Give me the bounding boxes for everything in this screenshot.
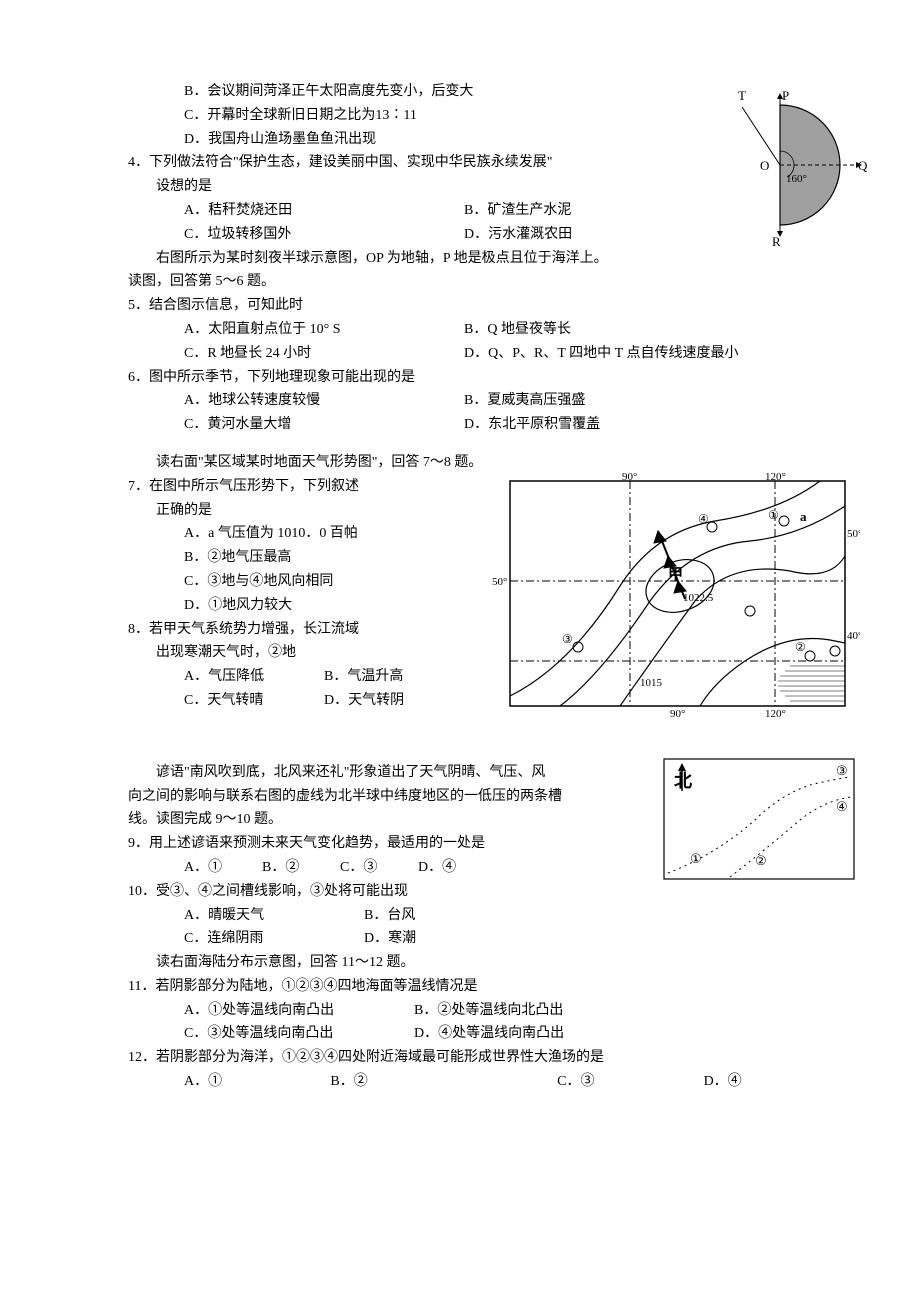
q11-row-ab: A．①处等温线向南凸出 B．②处等温线向北凸出 (100, 999, 850, 1023)
q8-opt-c: C．天气转晴 (184, 689, 324, 713)
q6-row-ab: A．地球公转速度较慢 B．夏威夷高压强盛 (100, 389, 850, 413)
q5-opt-a: A．太阳直射点位于 10° S (184, 318, 464, 342)
lat-50-l: 50° (492, 576, 507, 588)
question-block-7-8: 90° 120° 90° 120° 50° 50° 40° a 甲 1022.5… (100, 451, 850, 713)
q12-opt-d: D．④ (704, 1070, 850, 1094)
q12-opt-c: C．③ (557, 1070, 703, 1094)
q12-opts: A．① B．② C．③ D．④ (100, 1070, 850, 1094)
q6-opt-d: D．东北平原积雪覆盖 (464, 413, 600, 437)
q9-opt-a: A．① (184, 856, 262, 880)
label-P: P (782, 88, 789, 103)
q10-opt-c: C．连绵阴雨 (184, 927, 364, 951)
q10-opt-b: B．台风 (364, 904, 415, 928)
q9-opt-d: D．④ (418, 856, 496, 880)
lat-40-r: 40° (847, 630, 860, 642)
figure-weather-map: 90° 120° 90° 120° 50° 50° 40° a 甲 1022.5… (490, 471, 860, 730)
q11-opt-c: C．③处等温线向南凸出 (184, 1022, 414, 1046)
q8-row-ab: A．气压降低 B．气温升高 (100, 665, 484, 689)
label-north: 北 (674, 771, 692, 791)
q10-opt-d: D．寒潮 (364, 927, 416, 951)
trough-svg: 北 ① ② ③ ④ (660, 755, 860, 885)
q4-opt-d: D．污水灌溉农田 (464, 223, 572, 247)
label-O: O (760, 158, 769, 173)
marker-3: ③ (836, 763, 848, 778)
marker-1: ① (768, 508, 779, 522)
q8-opt-b: B．气温升高 (324, 665, 403, 689)
label-angle: 160° (786, 173, 807, 185)
q5-opt-b: B．Q 地昼夜等长 (464, 318, 571, 342)
q6-row-cd: C．黄河水量大增 D．东北平原积雪覆盖 (100, 413, 850, 437)
q8-opt-a: A．气压降低 (184, 665, 324, 689)
label-R: R (772, 234, 781, 249)
hemisphere-svg: T P O Q 160° R (710, 70, 870, 260)
marker-2: ② (755, 853, 767, 868)
q11-opt-a: A．①处等温线向南凸出 (184, 999, 414, 1023)
q5-opt-d: D．Q、P、R、T 四地中 T 点自传线速度最小 (464, 342, 738, 366)
lon-120-top: 120° (765, 471, 786, 483)
intro-1112: 读右面海陆分布示意图，回答 11～12 题。 (100, 951, 850, 975)
q12-stem: 12．若阴影部分为海洋，①②③④四处附近海域最可能形成世界性大渔场的是 (100, 1046, 850, 1070)
q4-opt-a: A．秸秆焚烧还田 (184, 199, 464, 223)
q5-row-ab: A．太阳直射点位于 10° S B．Q 地昼夜等长 (100, 318, 850, 342)
marker-4: ④ (836, 799, 848, 814)
q10-row-ab: A．晴暖天气 B．台风 (100, 904, 850, 928)
marker-1: ① (690, 851, 702, 866)
question-block-9-10: 北 ① ② ③ ④ 谚语"南风吹到底，北风来还礼"形象道出了天气阴晴、气压、风 … (100, 761, 850, 1094)
q10-opt-a: A．晴暖天气 (184, 904, 364, 928)
figure-night-hemisphere: T P O Q 160° R (710, 70, 870, 269)
q6-opt-c: C．黄河水量大增 (184, 413, 464, 437)
marker-2: ② (795, 640, 806, 654)
q8-opt-d: D．天气转阴 (324, 689, 404, 713)
q9-opt-c: C．③ (340, 856, 418, 880)
q12-opt-b: B．② (330, 1070, 557, 1094)
q11-row-cd: C．③处等温线向南凸出 D．④处等温线向南凸出 (100, 1022, 850, 1046)
q5-row-cd: C．R 地昼长 24 小时 D．Q、P、R、T 四地中 T 点自传线速度最小 (100, 342, 850, 366)
figure-trough: 北 ① ② ③ ④ (660, 755, 860, 894)
marker-4: ④ (698, 512, 709, 526)
label-jia: 甲 (668, 566, 683, 583)
marker-3: ③ (562, 632, 573, 646)
label-1015: 1015 (640, 677, 663, 689)
q8-row-cd: C．天气转晴 D．天气转阴 (100, 689, 484, 713)
q11-stem: 11．若阴影部分为陆地，①②③④四地海面等温线情况是 (100, 975, 850, 999)
q6-opt-a: A．地球公转速度较慢 (184, 389, 464, 413)
q5-stem: 5．结合图示信息，可知此时 (100, 294, 850, 318)
q6-stem: 6．图中所示季节，下列地理现象可能出现的是 (100, 366, 850, 390)
question-block-3-6: T P O Q 160° R B．会议期间菏泽正午太阳高度先变小，后变大 C．开… (100, 80, 850, 437)
lon-120-bot: 120° (765, 708, 786, 720)
label-1022: 1022.5 (683, 592, 714, 604)
q9-opt-b: B．② (262, 856, 340, 880)
q11-opt-d: D．④处等温线向南凸出 (414, 1022, 644, 1046)
q4-opt-b: B．矿渣生产水泥 (464, 199, 571, 223)
label-Q: Q (858, 158, 868, 173)
weather-map-svg: 90° 120° 90° 120° 50° 50° 40° a 甲 1022.5… (490, 471, 860, 721)
label-a: a (800, 509, 807, 524)
lat-50-r: 50° (847, 528, 860, 540)
q6-opt-b: B．夏威夷高压强盛 (464, 389, 585, 413)
lon-90-top: 90° (622, 471, 637, 483)
q5-opt-c: C．R 地昼长 24 小时 (184, 342, 464, 366)
intro-56-l2: 读图，回答第 5～6 题。 (100, 270, 850, 294)
q10-row-cd: C．连绵阴雨 D．寒潮 (100, 927, 850, 951)
q11-opt-b: B．②处等温线向北凸出 (414, 999, 644, 1023)
q4-opt-c: C．垃圾转移国外 (184, 223, 464, 247)
q12-opt-a: A．① (184, 1070, 330, 1094)
label-T: T (738, 88, 746, 103)
lon-90-bot: 90° (670, 708, 685, 720)
